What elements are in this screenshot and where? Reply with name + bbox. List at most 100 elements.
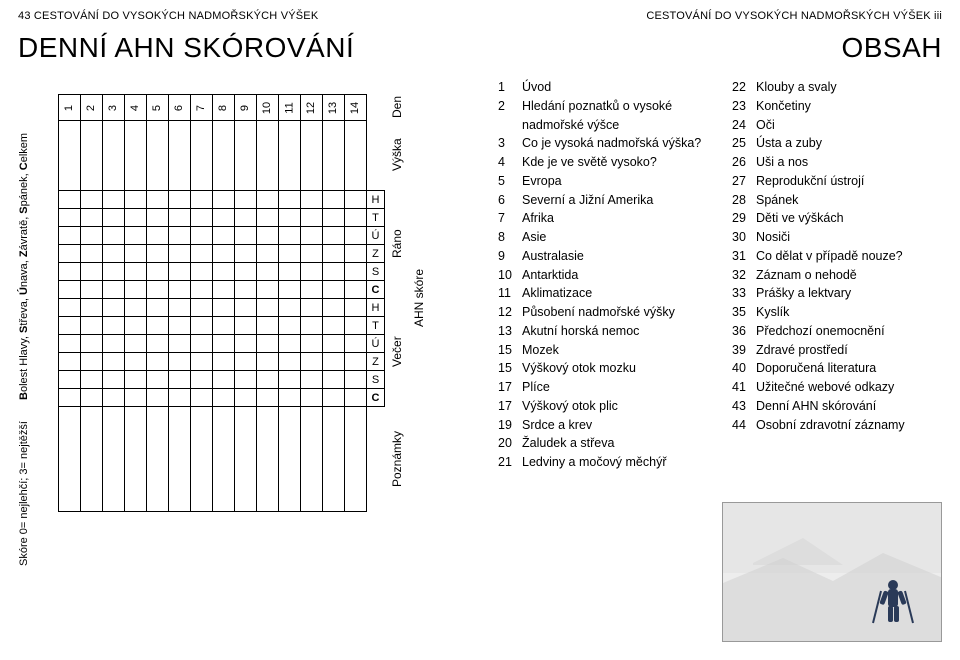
score-cell bbox=[81, 191, 103, 209]
toc-page-num: 43 bbox=[732, 397, 756, 416]
score-cell bbox=[279, 389, 301, 407]
toc-row: 31Co dělat v případě nouze? bbox=[732, 247, 942, 266]
score-cell bbox=[323, 281, 345, 299]
score-cell bbox=[147, 389, 169, 407]
right-title: OBSAH bbox=[498, 32, 942, 64]
toc-entry-text: Severní a Jižní Amerika bbox=[522, 191, 708, 210]
right-header: CESTOVÁNÍ DO VYSOKÝCH NADMOŘSKÝCH VÝŠEK … bbox=[498, 10, 942, 22]
score-cell bbox=[235, 299, 257, 317]
toc-entry-text: Úvod bbox=[522, 78, 708, 97]
day-number: 9 bbox=[235, 95, 257, 121]
toc-entry-text: Mozek bbox=[522, 341, 708, 360]
score-cell bbox=[345, 227, 367, 245]
toc-page-num: 44 bbox=[732, 416, 756, 435]
score-row-label: C bbox=[367, 281, 385, 299]
score-cell bbox=[279, 281, 301, 299]
toc-page-num: 19 bbox=[498, 416, 522, 435]
score-cell bbox=[191, 389, 213, 407]
score-cell bbox=[235, 353, 257, 371]
toc-entry-text: Kyslík bbox=[756, 303, 942, 322]
toc-entry-text: Oči bbox=[756, 116, 942, 135]
toc-entry-text: Žaludek a střeva bbox=[522, 434, 708, 453]
toc-entry-text: Plíce bbox=[522, 378, 708, 397]
toc-entry-text: Co dělat v případě nouze? bbox=[756, 247, 942, 266]
grid-notes bbox=[58, 406, 367, 512]
day-number: 4 bbox=[125, 95, 147, 121]
score-cell bbox=[125, 299, 147, 317]
notes-cell bbox=[257, 407, 279, 512]
toc-row: 10Antarktida bbox=[498, 266, 708, 285]
grid-days: 1234567891011121314 bbox=[58, 94, 367, 191]
day-number: 1 bbox=[59, 95, 81, 121]
toc-entry-text: Reprodukční ústrojí bbox=[756, 172, 942, 191]
score-cell bbox=[323, 191, 345, 209]
day-number: 6 bbox=[169, 95, 191, 121]
score-cell bbox=[301, 245, 323, 263]
score-cell bbox=[323, 317, 345, 335]
score-cell bbox=[279, 371, 301, 389]
toc-row: 19Srdce a krev bbox=[498, 416, 708, 435]
toc-row: 12Působení nadmořské výšky bbox=[498, 303, 708, 322]
vyska-cell bbox=[345, 121, 367, 191]
toc-row: 33Prášky a lektvary bbox=[732, 284, 942, 303]
toc-row: 5Evropa bbox=[498, 172, 708, 191]
score-cell bbox=[147, 299, 169, 317]
day-number: 14 bbox=[345, 95, 367, 121]
score-cell bbox=[279, 227, 301, 245]
toc-row: 3Co je vysoká nadmořská výška? bbox=[498, 134, 708, 153]
score-cell bbox=[301, 389, 323, 407]
score-cell bbox=[169, 263, 191, 281]
score-cell bbox=[147, 335, 169, 353]
score-cell bbox=[147, 245, 169, 263]
score-cell bbox=[323, 335, 345, 353]
score-cell bbox=[345, 209, 367, 227]
score-row-label: Ú bbox=[367, 227, 385, 245]
score-cell bbox=[147, 209, 169, 227]
toc-row: 17Plíce bbox=[498, 378, 708, 397]
toc-entry-text: Děti ve výškách bbox=[756, 209, 942, 228]
score-cell bbox=[169, 191, 191, 209]
toc-page-num: 41 bbox=[732, 378, 756, 397]
score-cell bbox=[323, 389, 345, 407]
toc-entry-text: Aklimatizace bbox=[522, 284, 708, 303]
toc-page-num: 6 bbox=[498, 191, 522, 210]
toc-entry-text: Prášky a lektvary bbox=[756, 284, 942, 303]
score-cell bbox=[257, 227, 279, 245]
toc-row: 41Užitečné webové odkazy bbox=[732, 378, 942, 397]
score-cell bbox=[81, 299, 103, 317]
toc-entry-text: Zdravé prostředí bbox=[756, 341, 942, 360]
score-cell bbox=[103, 245, 125, 263]
vyska-cell bbox=[323, 121, 345, 191]
score-cell bbox=[323, 227, 345, 245]
score-cell bbox=[103, 389, 125, 407]
score-cell bbox=[191, 191, 213, 209]
toc-page-num: 11 bbox=[498, 284, 522, 303]
toc-entry-text: Záznam o nehodě bbox=[756, 266, 942, 285]
score-cell bbox=[59, 245, 81, 263]
day-number: 13 bbox=[323, 95, 345, 121]
score-cell bbox=[103, 317, 125, 335]
score-cell bbox=[59, 227, 81, 245]
toc-row: 28Spánek bbox=[732, 191, 942, 210]
vyska-cell bbox=[81, 121, 103, 191]
day-number: 5 bbox=[147, 95, 169, 121]
score-cell bbox=[301, 353, 323, 371]
score-cell bbox=[279, 353, 301, 371]
toc-entry-text: Akutní horská nemoc bbox=[522, 322, 708, 341]
toc-page-num: 10 bbox=[498, 266, 522, 285]
toc-entry-text: Co je vysoká nadmořská výška? bbox=[522, 134, 708, 153]
toc-entry-text: Evropa bbox=[522, 172, 708, 191]
legend-scale: Skóre 0= nejlehčí; 3= nejtěžší bbox=[18, 426, 30, 566]
score-cell bbox=[191, 317, 213, 335]
score-cell bbox=[59, 299, 81, 317]
toc-page-num: 33 bbox=[732, 284, 756, 303]
toc-row: 11Aklimatizace bbox=[498, 284, 708, 303]
score-row-label: Z bbox=[367, 245, 385, 263]
score-cell bbox=[345, 299, 367, 317]
notes-cell bbox=[323, 407, 345, 512]
score-cell bbox=[323, 371, 345, 389]
toc-row: 44Osobní zdravotní záznamy bbox=[732, 416, 942, 435]
vyska-cell bbox=[301, 121, 323, 191]
score-cell bbox=[103, 209, 125, 227]
score-cell bbox=[125, 263, 147, 281]
